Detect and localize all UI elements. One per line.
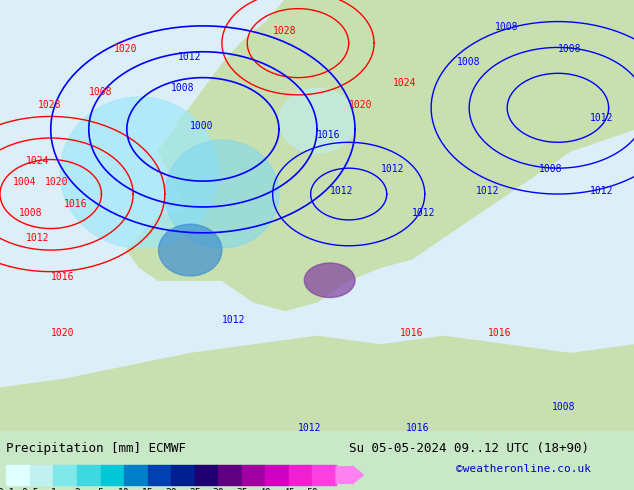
Text: 40: 40 [259,488,271,490]
Ellipse shape [60,97,219,248]
Text: 35: 35 [236,488,248,490]
Text: 30: 30 [212,488,224,490]
Text: 0.5: 0.5 [21,488,39,490]
Text: 50: 50 [307,488,318,490]
Text: 1008: 1008 [539,165,562,174]
Text: 1020: 1020 [51,328,74,338]
Text: 1008: 1008 [19,208,42,218]
Bar [218,465,242,485]
Ellipse shape [279,88,355,153]
Text: 1012: 1012 [412,208,436,218]
Text: Precipitation [mm] ECMWF: Precipitation [mm] ECMWF [6,442,186,455]
Text: 1008: 1008 [552,402,575,412]
Bar [171,465,195,485]
Bar [313,465,336,485]
Text: 1008: 1008 [456,57,480,67]
Text: 1012: 1012 [298,423,321,433]
Bar [6,465,30,485]
Text: 1028: 1028 [273,26,296,36]
Text: 1020: 1020 [349,100,372,110]
Text: 25: 25 [189,488,200,490]
Ellipse shape [165,140,279,248]
Text: 1016: 1016 [488,328,512,338]
Polygon shape [266,0,349,121]
Text: Su 05-05-2024 09..12 UTC (18+90): Su 05-05-2024 09..12 UTC (18+90) [349,442,589,455]
Text: 1024: 1024 [25,156,49,166]
Text: 1012: 1012 [222,316,245,325]
Polygon shape [178,95,241,151]
Text: 1008: 1008 [171,82,195,93]
Text: ©weatheronline.co.uk: ©weatheronline.co.uk [456,465,592,474]
Text: 20: 20 [165,488,177,490]
Text: 1016: 1016 [317,130,340,140]
Bar [124,465,148,485]
Text: 0.1: 0.1 [0,488,15,490]
Text: 1012: 1012 [380,165,404,174]
Text: 1: 1 [51,488,56,490]
Text: 1024: 1024 [393,78,417,88]
Polygon shape [158,0,634,311]
FancyArrow shape [336,466,363,484]
Bar [195,465,218,485]
Text: 1008: 1008 [495,22,518,32]
Bar [148,465,171,485]
Text: 1012: 1012 [178,52,201,62]
Text: 1012: 1012 [330,186,353,196]
Text: 45: 45 [283,488,295,490]
Bar [77,465,101,485]
Text: 1028: 1028 [38,100,61,110]
Polygon shape [0,336,634,431]
Text: 1008: 1008 [558,44,581,54]
Text: 5: 5 [98,488,103,490]
Text: 1016: 1016 [51,272,74,282]
Text: 1016: 1016 [63,199,87,209]
Text: 1012: 1012 [590,113,613,122]
Text: 15: 15 [142,488,153,490]
Polygon shape [127,207,254,280]
Text: 1012: 1012 [476,186,499,196]
Bar [53,465,77,485]
Text: 1020: 1020 [114,44,138,54]
Ellipse shape [158,224,222,276]
Text: 10: 10 [118,488,130,490]
Text: 2: 2 [74,488,80,490]
Bar [242,465,266,485]
Text: 1012: 1012 [25,233,49,244]
Bar [101,465,124,485]
Text: 1000: 1000 [190,122,214,131]
Bar [266,465,289,485]
Text: 1012: 1012 [590,186,613,196]
Circle shape [304,263,355,297]
Text: 1004: 1004 [13,177,36,187]
Text: 1020: 1020 [44,177,68,187]
Text: 1008: 1008 [89,87,112,97]
Text: 1016: 1016 [399,328,423,338]
Text: 1016: 1016 [406,423,429,433]
Bar [289,465,313,485]
Bar [30,465,53,485]
